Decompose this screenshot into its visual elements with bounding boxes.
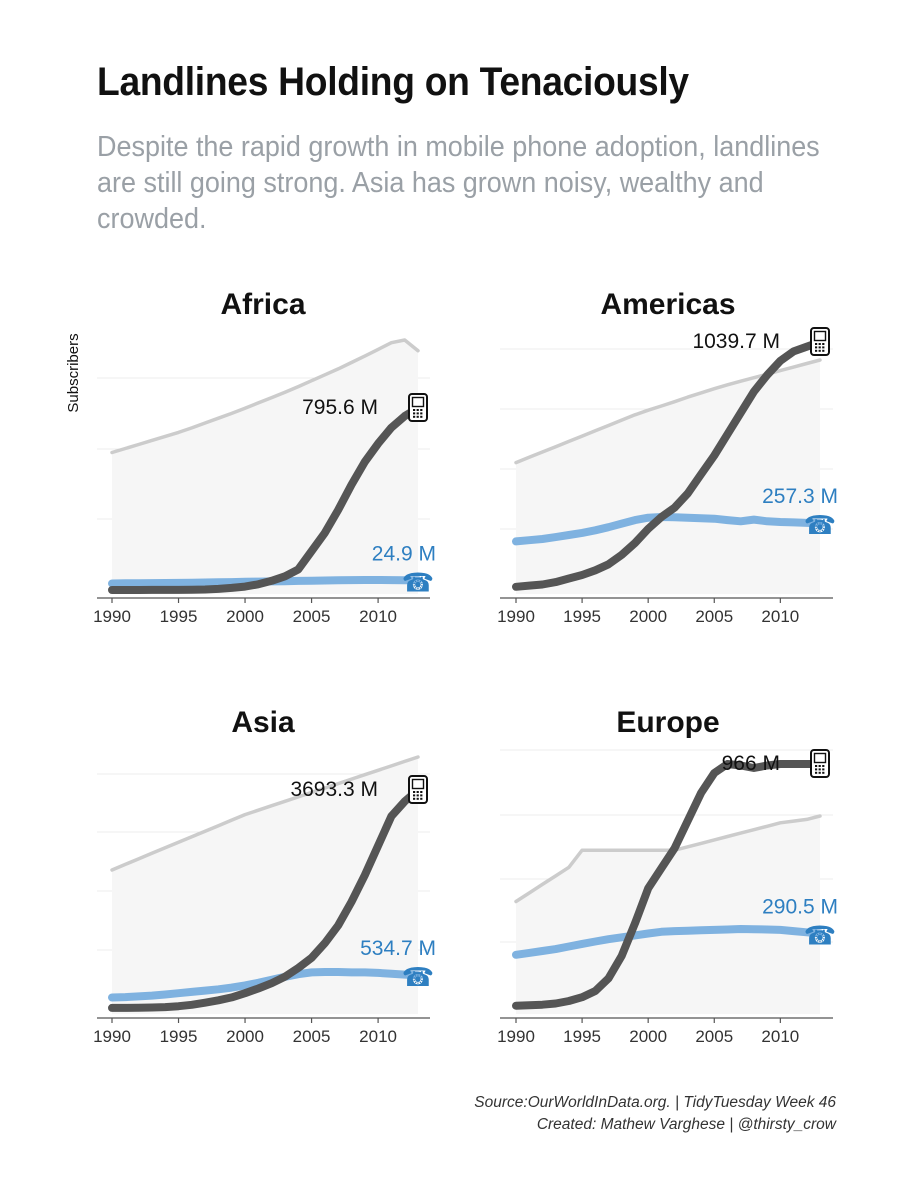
x-tick-label: 1990: [497, 607, 535, 626]
facet-title: Europe: [616, 706, 719, 739]
x-tick-label: 1990: [497, 1027, 535, 1046]
mobile-line: [108, 404, 422, 594]
x-tick-label: 1995: [563, 607, 601, 626]
mobile-end-label: 966 M: [722, 752, 780, 775]
mobile-line: [512, 760, 824, 1010]
x-tick-label: 2005: [695, 607, 733, 626]
x-tick-label: 1995: [160, 607, 198, 626]
panel-asia: 1990 1995 2000 2005 2010 Asia 3693.3 M 534.7 M ☎: [93, 706, 436, 1046]
population-line: [110, 755, 420, 872]
panel-americas: 1990 1995 2000 2005 2010 Americas 1039.7 M 257.…: [497, 288, 838, 626]
x-tick-label: 2005: [695, 1027, 733, 1046]
panel-africa: 1990 1995 2000 2005 2010 Africa 795.6 M 24.9 M ☎: [93, 288, 436, 626]
mobile-end-label: 3693.3 M: [290, 778, 378, 801]
population-area: [516, 360, 820, 594]
telephone-icon: ☎: [804, 511, 836, 541]
chart-subtitle: Despite the rapid growth in mobile phone…: [97, 131, 820, 235]
mobile-end-label: 1039.7 M: [692, 330, 780, 353]
population-line: [514, 814, 822, 904]
mobile-phone-icon: [810, 327, 830, 356]
x-tick-label: 2000: [629, 607, 667, 626]
x-tick-label: 2010: [761, 607, 799, 626]
landline-end-label: 290.5 M: [762, 895, 838, 918]
landline-end-label: 24.9 M: [372, 542, 436, 565]
x-tick-label: 2000: [226, 607, 264, 626]
x-tick-label: 1990: [93, 607, 131, 626]
facet-title: Africa: [220, 288, 305, 321]
facet-title: Americas: [600, 288, 735, 321]
landline-line: [108, 968, 422, 1002]
facet-title: Asia: [231, 706, 295, 739]
x-tick-label: 2000: [629, 1027, 667, 1046]
x-tick-label: 1995: [563, 1027, 601, 1046]
mobile-phone-icon: [408, 775, 428, 804]
population-area: [112, 340, 418, 594]
landline-end-label: 257.3 M: [762, 485, 838, 508]
landline-line: [512, 925, 824, 959]
x-tick-label: 2010: [359, 607, 397, 626]
x-tick-label: 2000: [226, 1027, 264, 1046]
mobile-phone-icon: [408, 393, 428, 422]
source-caption: Source:OurWorldInData.org. | TidyTuesday…: [474, 1094, 836, 1111]
x-tick-label: 2005: [293, 1027, 331, 1046]
telephone-icon: ☎: [402, 963, 434, 993]
telephone-icon: ☎: [804, 921, 836, 951]
mobile-line: [512, 338, 824, 591]
credit-caption: Created: Mathew Varghese | @thirsty_crow: [536, 1116, 836, 1133]
population-area: [516, 816, 820, 1014]
landline-end-label: 534.7 M: [360, 937, 436, 960]
population-line: [110, 338, 420, 455]
x-tick-label: 2005: [293, 607, 331, 626]
chart-title: Landlines Holding on Tenaciously: [97, 60, 689, 104]
mobile-phone-icon: [810, 749, 830, 778]
x-tick-label: 2010: [761, 1027, 799, 1046]
telephone-icon: ☎: [402, 568, 434, 598]
population-area: [112, 757, 418, 1014]
x-tick-label: 2010: [359, 1027, 397, 1046]
mobile-line: [108, 786, 422, 1012]
mobile-end-label: 795.6 M: [302, 396, 378, 419]
x-tick-label: 1990: [93, 1027, 131, 1046]
y-axis-label: Subscribers: [65, 333, 82, 412]
x-tick-label: 1995: [160, 1027, 198, 1046]
